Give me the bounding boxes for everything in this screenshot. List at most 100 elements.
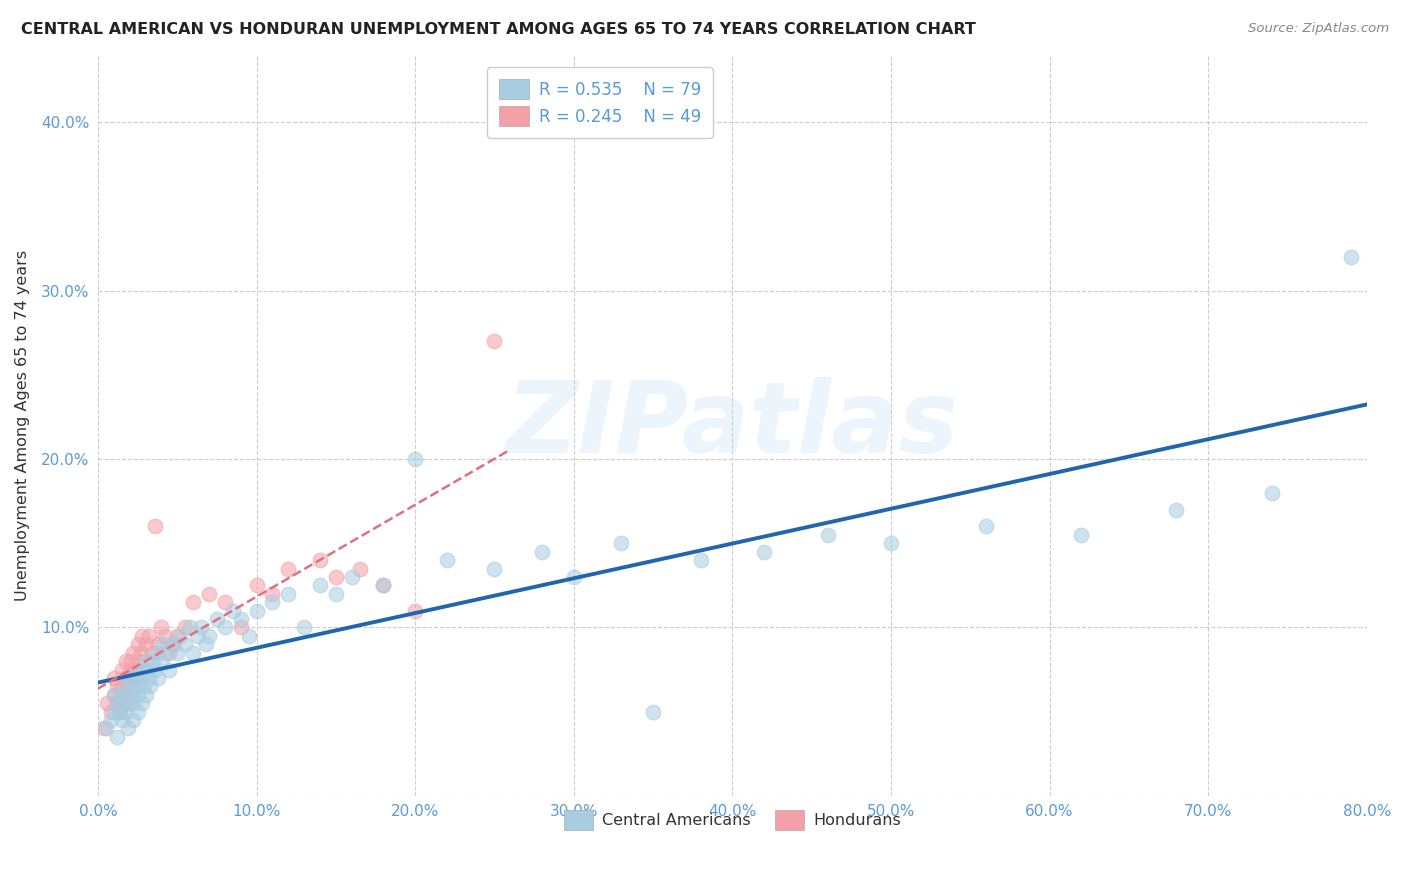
Point <box>689 553 711 567</box>
Point <box>262 587 284 601</box>
Point <box>103 705 125 719</box>
Point <box>373 578 395 592</box>
Point <box>138 671 160 685</box>
Point <box>174 620 197 634</box>
Point <box>152 637 174 651</box>
Point <box>610 536 633 550</box>
Point <box>145 646 167 660</box>
Point <box>817 528 839 542</box>
Point <box>292 620 315 634</box>
Point <box>436 553 458 567</box>
Point <box>139 679 162 693</box>
Point <box>169 629 191 643</box>
Point <box>128 654 150 668</box>
Point <box>127 637 149 651</box>
Point <box>340 570 363 584</box>
Point <box>117 679 139 693</box>
Point <box>148 637 170 651</box>
Point <box>138 629 160 643</box>
Point <box>96 696 118 710</box>
Point <box>187 629 209 643</box>
Point <box>111 679 134 693</box>
Point <box>229 612 252 626</box>
Point <box>150 620 173 634</box>
Point <box>484 334 506 349</box>
Point <box>309 553 332 567</box>
Point <box>131 663 153 677</box>
Point <box>641 705 664 719</box>
Point <box>103 688 125 702</box>
Point <box>121 646 143 660</box>
Point <box>148 671 170 685</box>
Point <box>100 705 122 719</box>
Point <box>974 519 997 533</box>
Point <box>132 679 155 693</box>
Text: ZIPatlas: ZIPatlas <box>506 377 959 474</box>
Point <box>136 663 159 677</box>
Point <box>309 578 332 592</box>
Point <box>120 654 142 668</box>
Point <box>752 544 775 558</box>
Point <box>531 544 554 558</box>
Point <box>124 696 146 710</box>
Point <box>190 620 212 634</box>
Point <box>111 688 134 702</box>
Point <box>325 587 347 601</box>
Point <box>349 561 371 575</box>
Point <box>135 688 157 702</box>
Point <box>325 570 347 584</box>
Point <box>214 620 236 634</box>
Point <box>157 646 180 660</box>
Point <box>562 570 585 584</box>
Point <box>112 696 135 710</box>
Text: CENTRAL AMERICAN VS HONDURAN UNEMPLOYMENT AMONG AGES 65 TO 74 YEARS CORRELATION : CENTRAL AMERICAN VS HONDURAN UNEMPLOYMEN… <box>21 22 976 37</box>
Point <box>121 679 143 693</box>
Point <box>1166 502 1188 516</box>
Point <box>103 688 125 702</box>
Point <box>143 663 166 677</box>
Point <box>404 452 426 467</box>
Point <box>262 595 284 609</box>
Point <box>179 620 201 634</box>
Point <box>181 595 204 609</box>
Point <box>121 671 143 685</box>
Point <box>108 705 131 719</box>
Point <box>100 713 122 727</box>
Point <box>129 671 152 685</box>
Point <box>94 722 117 736</box>
Point <box>1070 528 1092 542</box>
Point <box>277 587 299 601</box>
Point <box>142 654 165 668</box>
Point <box>214 595 236 609</box>
Point <box>163 637 186 651</box>
Point <box>118 696 141 710</box>
Point <box>157 663 180 677</box>
Point <box>93 722 115 736</box>
Point <box>129 646 152 660</box>
Point <box>115 654 138 668</box>
Point <box>103 671 125 685</box>
Point <box>127 705 149 719</box>
Point <box>181 646 204 660</box>
Point <box>222 604 245 618</box>
Point <box>112 688 135 702</box>
Point <box>131 696 153 710</box>
Point <box>194 637 217 651</box>
Point <box>198 587 221 601</box>
Point <box>484 561 506 575</box>
Point <box>131 629 153 643</box>
Point <box>245 604 267 618</box>
Point <box>135 637 157 651</box>
Point <box>166 629 188 643</box>
Point <box>127 688 149 702</box>
Point <box>117 722 139 736</box>
Point <box>404 604 426 618</box>
Point <box>1340 250 1362 264</box>
Point <box>229 620 252 634</box>
Point <box>115 696 138 710</box>
Point <box>114 671 136 685</box>
Point <box>118 663 141 677</box>
Point <box>115 705 138 719</box>
Point <box>1260 485 1282 500</box>
Point <box>105 679 128 693</box>
